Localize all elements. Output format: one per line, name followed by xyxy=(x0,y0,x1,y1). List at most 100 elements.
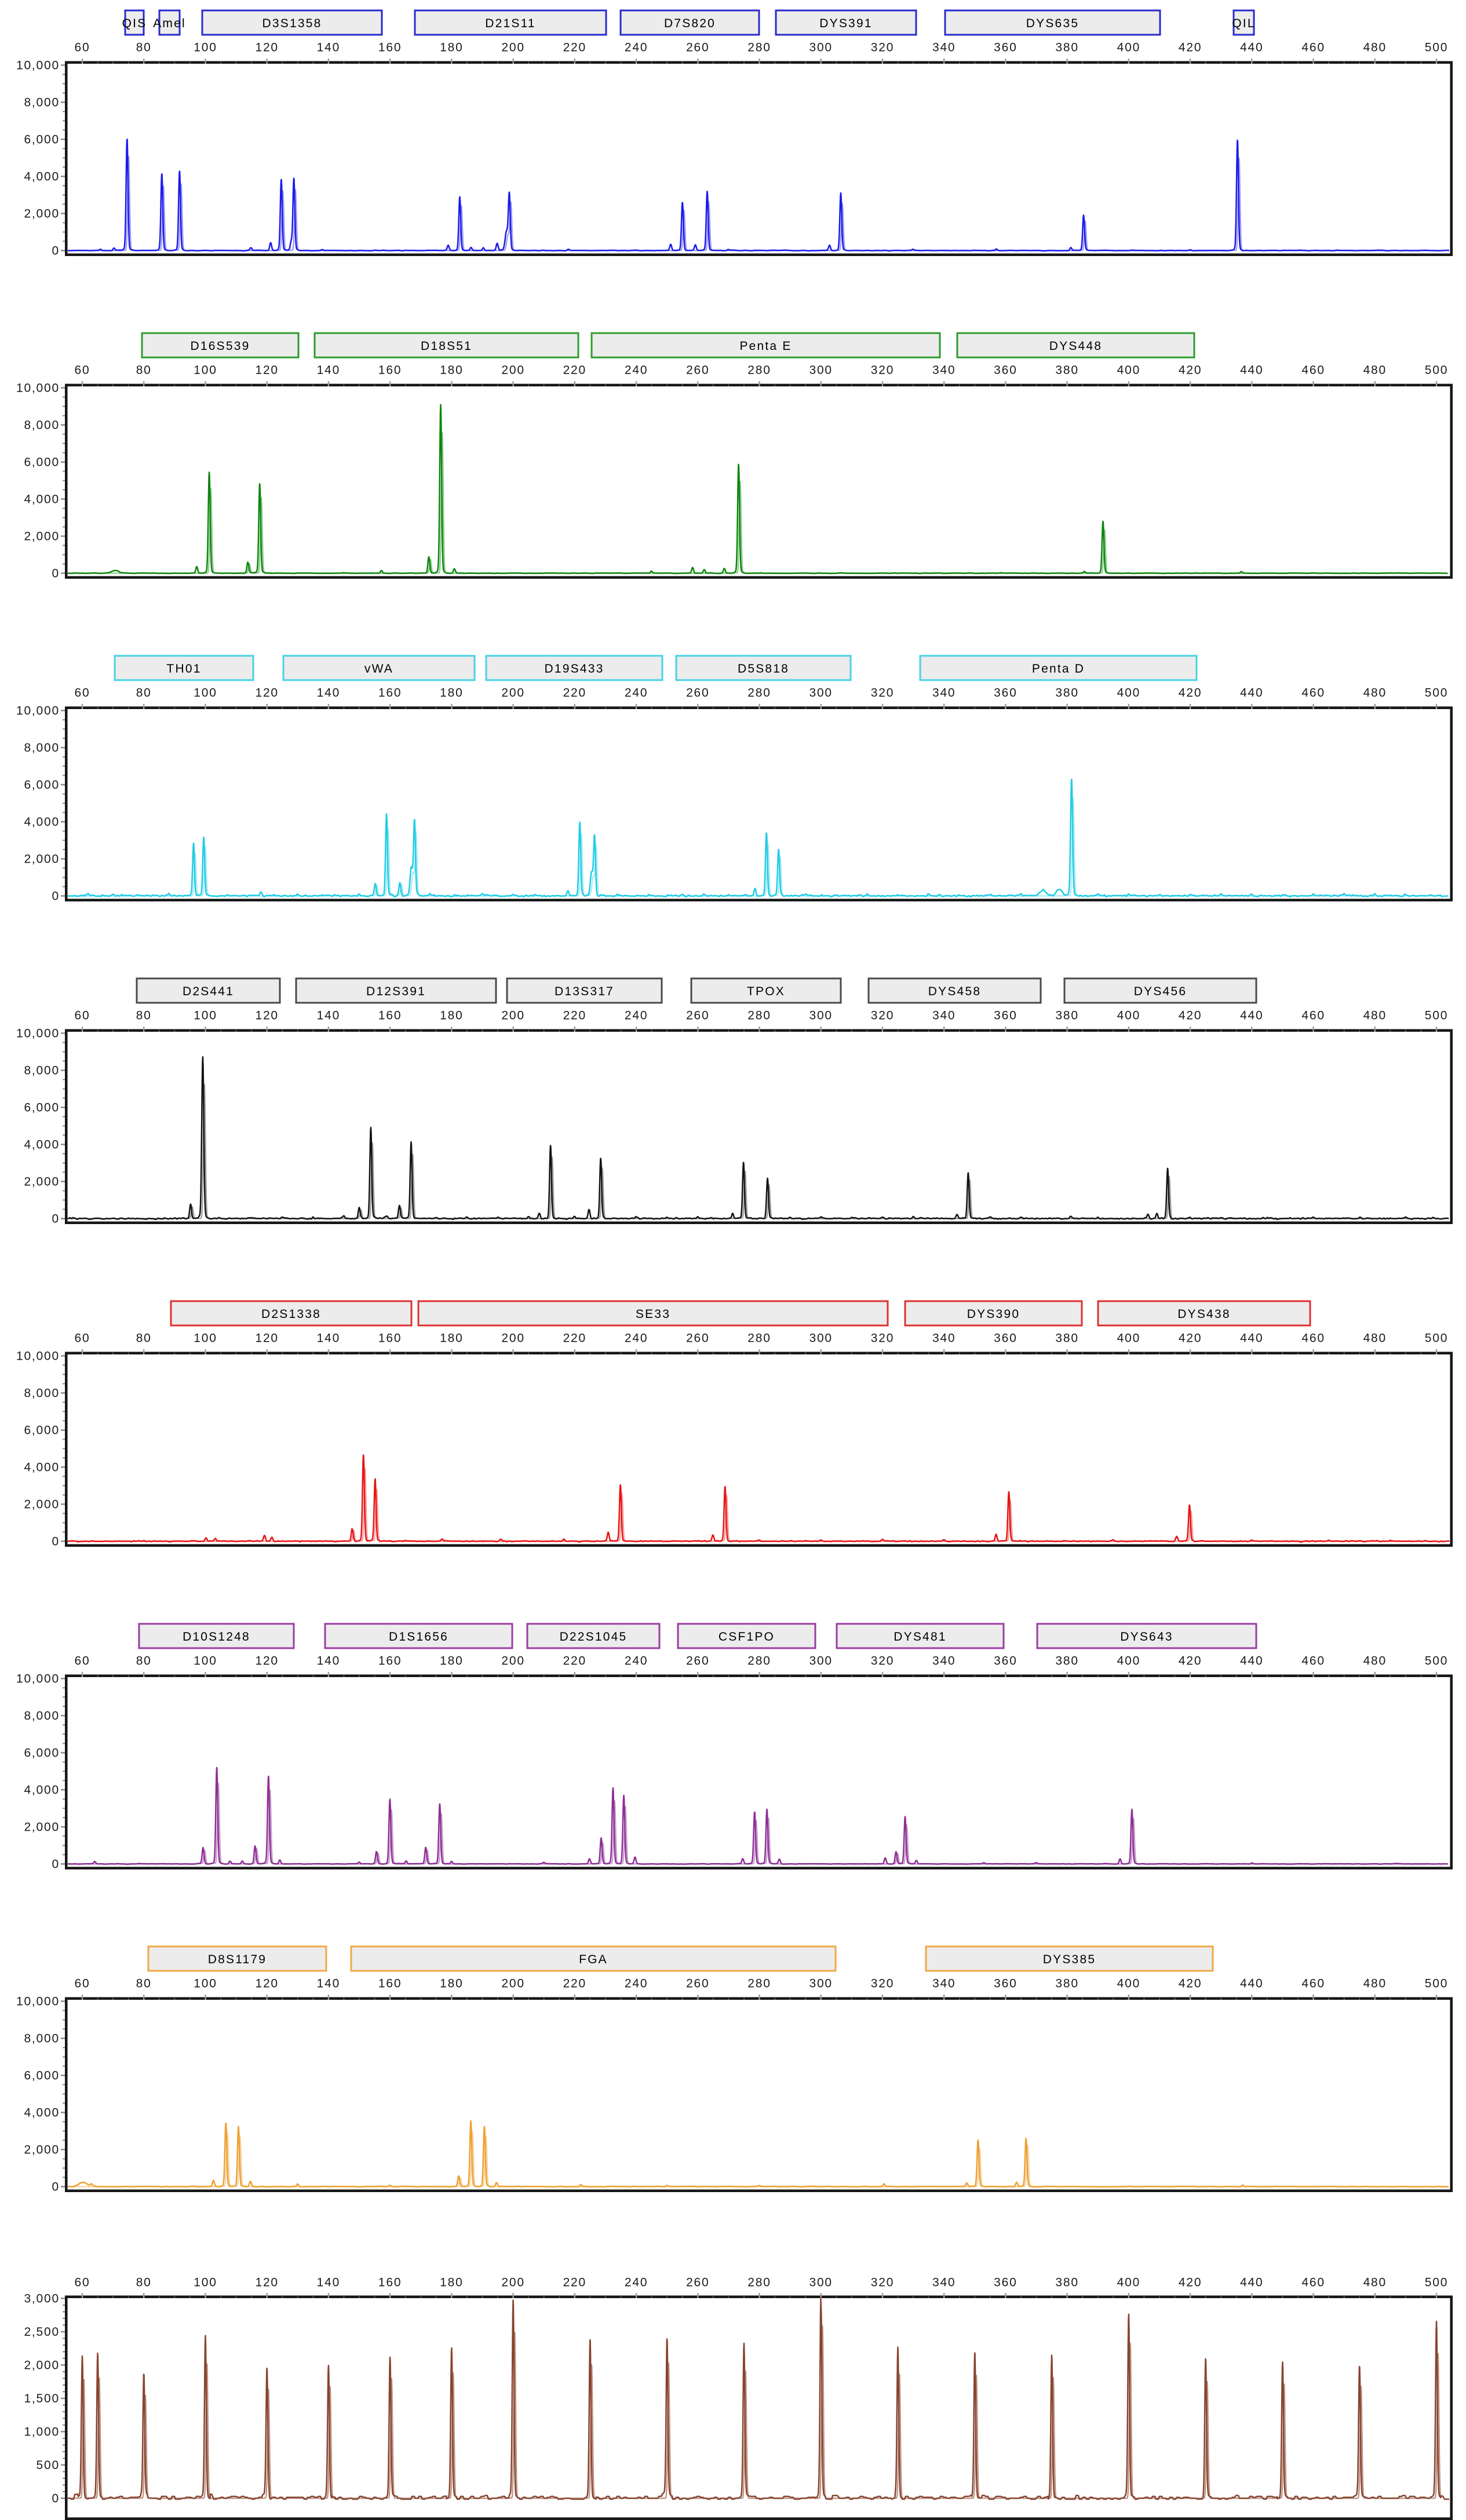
svg-text:300: 300 xyxy=(809,1655,832,1668)
svg-text:440: 440 xyxy=(1240,364,1263,377)
svg-text:80: 80 xyxy=(136,1655,152,1668)
svg-text:2,000: 2,000 xyxy=(24,2143,60,2157)
svg-text:500: 500 xyxy=(1425,1332,1448,1345)
svg-text:80: 80 xyxy=(136,1977,152,1991)
svg-text:6,000: 6,000 xyxy=(24,1101,60,1115)
svg-text:4,000: 4,000 xyxy=(24,170,60,184)
svg-text:500: 500 xyxy=(1425,686,1448,700)
svg-text:FGA: FGA xyxy=(579,1953,608,1966)
svg-text:QIL: QIL xyxy=(1232,17,1255,30)
svg-text:160: 160 xyxy=(378,1332,402,1345)
svg-text:340: 340 xyxy=(932,2276,956,2289)
svg-text:1,000: 1,000 xyxy=(24,2426,60,2439)
svg-text:420: 420 xyxy=(1179,364,1202,377)
svg-text:200: 200 xyxy=(501,1655,524,1668)
svg-text:180: 180 xyxy=(440,1977,463,1991)
svg-text:460: 460 xyxy=(1301,364,1325,377)
svg-text:220: 220 xyxy=(563,1655,586,1668)
svg-text:4,000: 4,000 xyxy=(24,1138,60,1152)
svg-text:80: 80 xyxy=(136,2276,152,2289)
svg-text:2,000: 2,000 xyxy=(24,1498,60,1511)
svg-text:220: 220 xyxy=(563,364,586,377)
svg-text:D5S818: D5S818 xyxy=(738,662,789,675)
svg-text:160: 160 xyxy=(378,41,402,54)
svg-text:DYS456: DYS456 xyxy=(1134,985,1187,998)
svg-text:200: 200 xyxy=(501,364,524,377)
svg-text:460: 460 xyxy=(1301,2276,1325,2289)
svg-text:460: 460 xyxy=(1301,1977,1325,1991)
svg-text:8,000: 8,000 xyxy=(24,1710,60,1723)
svg-text:D10S1248: D10S1248 xyxy=(183,1630,250,1644)
svg-text:120: 120 xyxy=(255,1332,278,1345)
svg-text:240: 240 xyxy=(625,1009,648,1022)
svg-text:60: 60 xyxy=(75,1009,90,1022)
svg-text:480: 480 xyxy=(1363,2276,1387,2289)
svg-text:440: 440 xyxy=(1240,1977,1263,1991)
svg-text:500: 500 xyxy=(1425,1977,1448,1991)
svg-text:220: 220 xyxy=(563,2276,586,2289)
svg-text:300: 300 xyxy=(809,364,832,377)
svg-text:8,000: 8,000 xyxy=(24,96,60,109)
svg-text:100: 100 xyxy=(194,41,217,54)
svg-text:320: 320 xyxy=(871,1655,894,1668)
svg-text:D2S1338: D2S1338 xyxy=(261,1308,321,1321)
svg-text:6,000: 6,000 xyxy=(24,133,60,147)
svg-text:60: 60 xyxy=(75,686,90,700)
svg-text:120: 120 xyxy=(255,41,278,54)
svg-text:DYS391: DYS391 xyxy=(819,17,872,30)
svg-text:380: 380 xyxy=(1055,686,1078,700)
svg-text:460: 460 xyxy=(1301,1655,1325,1668)
svg-text:160: 160 xyxy=(378,2276,402,2289)
svg-text:D7S820: D7S820 xyxy=(664,17,716,30)
svg-text:100: 100 xyxy=(194,2276,217,2289)
svg-text:100: 100 xyxy=(194,364,217,377)
svg-text:8,000: 8,000 xyxy=(24,1064,60,1078)
svg-text:500: 500 xyxy=(1425,1655,1448,1668)
svg-text:160: 160 xyxy=(378,1009,402,1022)
svg-text:460: 460 xyxy=(1301,1009,1325,1022)
svg-text:380: 380 xyxy=(1055,41,1078,54)
svg-text:vWA: vWA xyxy=(364,662,393,675)
svg-text:200: 200 xyxy=(501,686,524,700)
svg-text:4,000: 4,000 xyxy=(24,1461,60,1474)
svg-text:320: 320 xyxy=(871,686,894,700)
svg-text:500: 500 xyxy=(1425,364,1448,377)
svg-text:480: 480 xyxy=(1363,1655,1387,1668)
svg-text:10,000: 10,000 xyxy=(16,59,60,72)
svg-text:0: 0 xyxy=(52,2181,60,2194)
svg-text:0: 0 xyxy=(52,1212,60,1226)
svg-text:100: 100 xyxy=(194,1977,217,1991)
svg-text:500: 500 xyxy=(37,2459,60,2472)
svg-text:320: 320 xyxy=(871,1977,894,1991)
svg-text:100: 100 xyxy=(194,1009,217,1022)
svg-text:DYS643: DYS643 xyxy=(1120,1630,1173,1644)
svg-text:180: 180 xyxy=(440,41,463,54)
svg-text:500: 500 xyxy=(1425,2276,1448,2289)
svg-text:500: 500 xyxy=(1425,1009,1448,1022)
svg-text:80: 80 xyxy=(136,1009,152,1022)
svg-text:80: 80 xyxy=(136,41,152,54)
svg-text:60: 60 xyxy=(75,1655,90,1668)
svg-text:D21S11: D21S11 xyxy=(485,17,536,30)
svg-text:140: 140 xyxy=(317,686,340,700)
svg-text:340: 340 xyxy=(932,1655,956,1668)
svg-text:8,000: 8,000 xyxy=(24,1387,60,1400)
svg-text:420: 420 xyxy=(1179,1009,1202,1022)
svg-text:180: 180 xyxy=(440,1332,463,1345)
svg-text:340: 340 xyxy=(932,41,956,54)
svg-text:360: 360 xyxy=(994,1009,1017,1022)
svg-text:460: 460 xyxy=(1301,1332,1325,1345)
svg-text:240: 240 xyxy=(625,1977,648,1991)
svg-text:300: 300 xyxy=(809,2276,832,2289)
svg-text:260: 260 xyxy=(686,686,709,700)
svg-text:300: 300 xyxy=(809,41,832,54)
svg-text:160: 160 xyxy=(378,1977,402,1991)
svg-text:160: 160 xyxy=(378,686,402,700)
svg-text:60: 60 xyxy=(75,2276,90,2289)
svg-text:80: 80 xyxy=(136,364,152,377)
svg-text:440: 440 xyxy=(1240,1655,1263,1668)
svg-text:140: 140 xyxy=(317,1332,340,1345)
svg-text:400: 400 xyxy=(1117,364,1140,377)
svg-text:340: 340 xyxy=(932,1009,956,1022)
svg-text:360: 360 xyxy=(994,686,1017,700)
